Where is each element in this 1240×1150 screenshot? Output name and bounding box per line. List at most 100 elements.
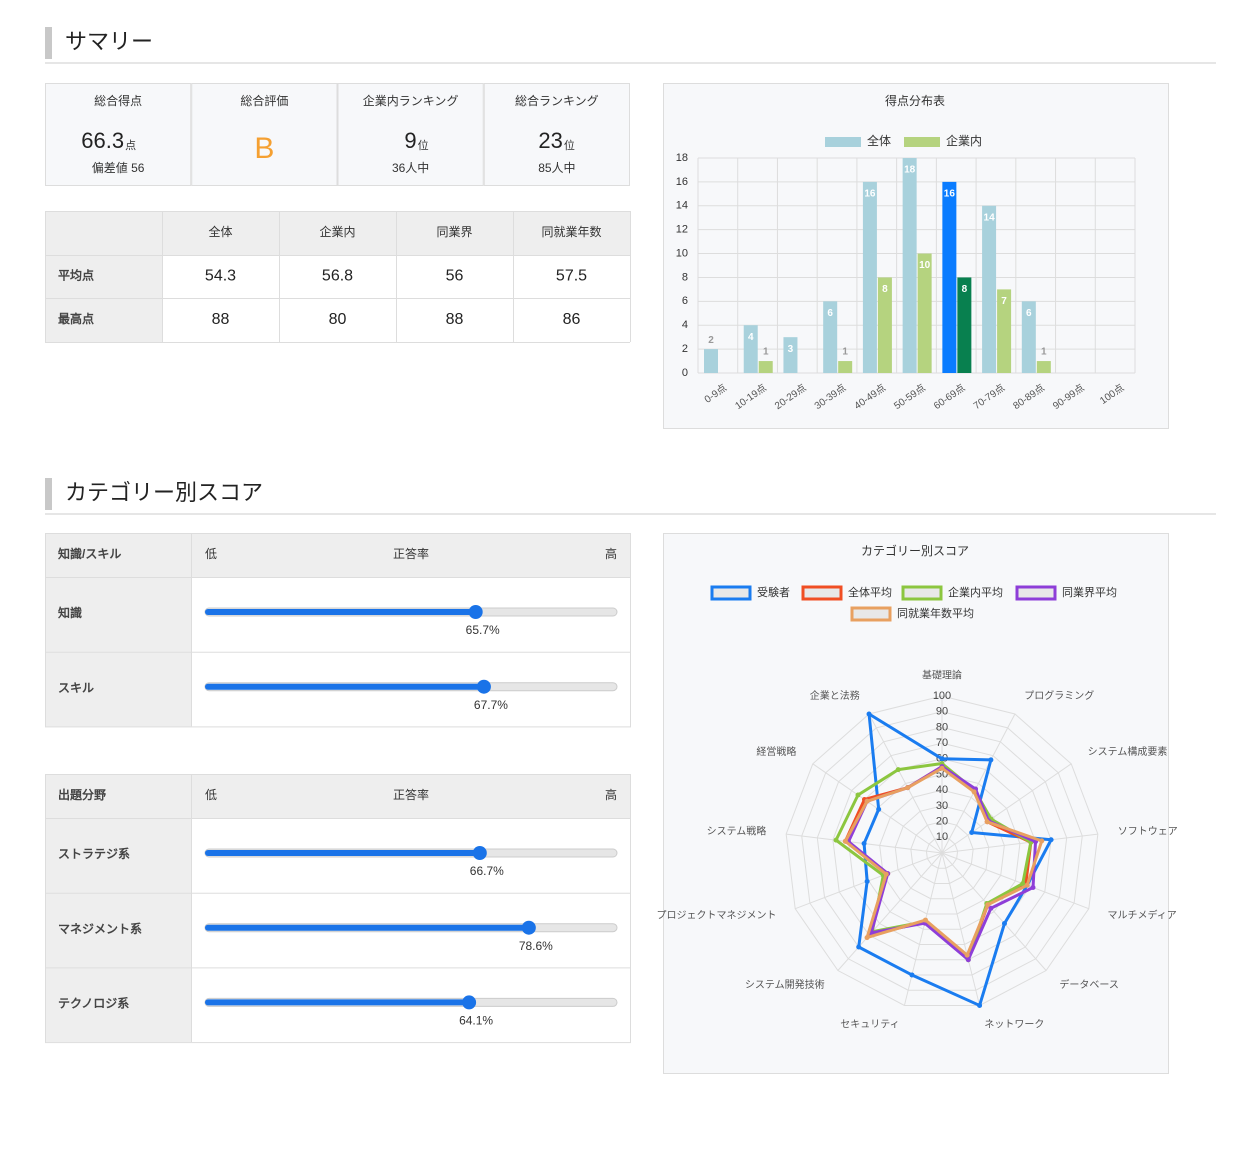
radar-point <box>866 711 872 717</box>
radar-point <box>1020 881 1026 887</box>
legend-swatch <box>801 585 843 601</box>
axis-label: システム構成要素 <box>1088 745 1168 758</box>
slider-fill <box>205 924 529 931</box>
legend-label: 企業内平均 <box>948 585 1003 599</box>
chart-title: 得点分布表 <box>885 93 945 108</box>
column-header: 高 <box>605 787 617 802</box>
radar-point <box>864 798 870 804</box>
row-header: テクノロジ系 <box>58 996 129 1011</box>
summary-card <box>191 83 338 186</box>
y-tick-label: 10 <box>676 247 688 259</box>
axis-label: プロジェクトマネジメント <box>657 909 777 921</box>
column-header: 知識/スキル <box>57 546 121 561</box>
bar <box>942 181 957 373</box>
axis-line <box>941 852 981 1006</box>
table-cell: 57.5 <box>556 268 587 285</box>
table-cell: 80 <box>329 311 347 328</box>
section-title: カテゴリー別スコア <box>65 480 263 505</box>
summary-card <box>483 83 630 186</box>
table-cell: 86 <box>563 311 581 328</box>
table-cell: 88 <box>212 311 230 328</box>
grid-line <box>894 805 990 900</box>
chart-title: カテゴリー別スコア <box>861 543 969 558</box>
radar-point <box>984 819 990 825</box>
slider-fill <box>205 999 470 1006</box>
summary-card <box>337 83 484 186</box>
data-label: 7 <box>1001 296 1007 307</box>
radar-point <box>965 957 971 963</box>
axis-line <box>837 852 943 971</box>
data-label: 6 <box>827 308 833 319</box>
axis-label: 基礎理論 <box>922 669 962 682</box>
radar-line <box>843 766 1044 957</box>
axis-label: ネットワーク <box>984 1018 1044 1030</box>
axis-line <box>941 713 1016 854</box>
data-label: 3 <box>788 344 794 355</box>
column-header: 低 <box>205 788 217 802</box>
slider-value: 78.6% <box>519 939 553 953</box>
r-tick-label: 90 <box>936 706 948 718</box>
radar-point <box>964 952 970 958</box>
legend-swatch <box>904 137 940 147</box>
bar <box>783 337 798 373</box>
data-label: 6 <box>1026 308 1032 319</box>
y-tick-label: 14 <box>676 200 688 212</box>
slider-fill <box>205 850 480 856</box>
axis-line <box>941 852 1047 971</box>
axis-line <box>903 852 943 1006</box>
bar <box>743 325 758 373</box>
card-label: 総合得点 <box>94 93 142 108</box>
grid-line <box>785 695 1099 1006</box>
table-cell: 56.8 <box>322 268 353 285</box>
axis-label: システム戦略 <box>707 824 767 837</box>
legend-label: 同業界平均 <box>1062 586 1117 599</box>
axis-label: 経営戦略 <box>756 745 796 758</box>
bar <box>1036 361 1051 373</box>
table-frame <box>45 774 631 1044</box>
radar-point <box>1030 885 1036 891</box>
radar-point <box>1024 882 1030 888</box>
card-value: 66.3 <box>81 128 124 153</box>
radar-point <box>988 757 994 763</box>
grid-line <box>801 711 1083 991</box>
bar <box>862 181 877 373</box>
bar <box>957 277 972 373</box>
radar-point <box>922 917 928 923</box>
slider-thumb <box>462 995 477 1010</box>
axis-line <box>941 852 1089 910</box>
bar <box>917 253 932 373</box>
radar-point <box>895 767 901 773</box>
section-marker <box>45 478 52 510</box>
legend-label: 全体平均 <box>848 585 892 599</box>
bar <box>1021 301 1036 373</box>
card-label: 総合ランキング <box>515 93 599 108</box>
data-label: 18 <box>904 165 916 176</box>
data-label: 10 <box>919 260 931 271</box>
radar-point <box>985 902 991 908</box>
legend-label: 同就業年数平均 <box>897 606 974 620</box>
grid-line <box>832 742 1052 961</box>
bar <box>704 349 718 373</box>
radar-point <box>864 878 870 884</box>
table-rowhead-bg <box>45 818 191 1043</box>
slider-thumb <box>521 920 536 935</box>
radar-point <box>939 765 945 771</box>
legend-label: 受験者 <box>757 585 790 599</box>
radar-point <box>909 972 915 978</box>
card-unit: 点 <box>125 139 136 152</box>
grid-line <box>816 726 1068 976</box>
card-unit: 位 <box>564 138 575 152</box>
table-header-bg <box>45 211 630 255</box>
y-tick-label: 12 <box>676 224 688 236</box>
legend-swatch <box>850 606 892 622</box>
radar-point <box>971 789 977 795</box>
bar <box>758 361 773 373</box>
legend-swatch <box>710 585 752 601</box>
data-label: 1 <box>842 347 848 358</box>
bar <box>838 361 853 373</box>
radar-point <box>855 792 861 798</box>
bar <box>997 289 1012 373</box>
card-label: 企業内ランキング <box>363 93 459 108</box>
